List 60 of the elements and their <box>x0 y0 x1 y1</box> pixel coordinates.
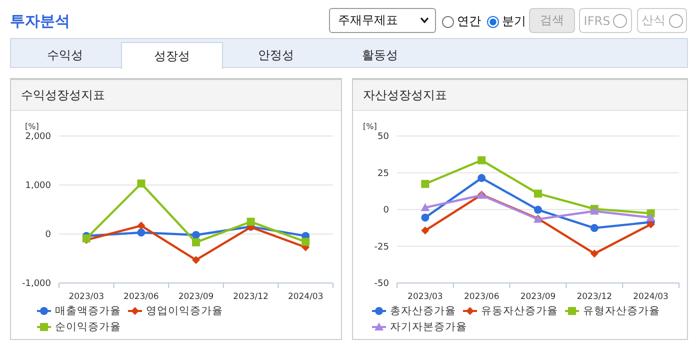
legend-label: 순이익증가율 <box>55 320 121 334</box>
point <box>137 228 146 237</box>
legend-label: 자기자본증가율 <box>390 320 467 334</box>
point <box>192 238 200 246</box>
chart-title: 자산성장성지표 <box>353 80 687 111</box>
point <box>420 203 430 212</box>
point <box>192 230 200 239</box>
text: 성장성 <box>121 42 223 69</box>
point <box>478 174 486 182</box>
point <box>192 256 200 264</box>
y-tick-label: 1,000 <box>25 181 52 191</box>
point <box>421 180 430 188</box>
point <box>478 156 486 164</box>
point <box>590 224 598 232</box>
x-tick-label: 2023/09 <box>178 292 214 302</box>
text: IFRS <box>579 8 632 33</box>
x-tick-label: 2023/12 <box>233 292 268 302</box>
legend-label: 총자산증가율 <box>390 304 456 318</box>
x-tick-label: 2024/03 <box>633 292 668 302</box>
x-tick-label: 2023/12 <box>576 292 612 302</box>
point <box>137 222 146 230</box>
y-axis-title: [%] <box>363 122 377 131</box>
point <box>590 250 598 258</box>
text: 검색 <box>529 8 575 33</box>
y-tick-label: 50 <box>378 132 390 142</box>
point <box>646 213 656 222</box>
point <box>302 238 310 246</box>
x-tick-label: 2023/03 <box>68 292 104 302</box>
text: 활동성 <box>361 46 399 64</box>
y-tick-label: -50 <box>374 279 390 289</box>
point <box>421 214 430 222</box>
text: 분기 <box>502 14 526 28</box>
point <box>137 180 146 188</box>
chart-title: 수익성장성지표 <box>11 80 341 111</box>
point <box>534 190 542 198</box>
x-tick-label: 2023/09 <box>520 292 556 302</box>
point <box>534 206 542 214</box>
y-axis-title: [%] <box>25 122 39 131</box>
y-tick-label: -25 <box>374 242 389 252</box>
text: 주재무제표 <box>329 8 436 33</box>
x-tick-label: 2023/03 <box>408 292 443 302</box>
x-tick-label: 2024/03 <box>288 292 324 302</box>
legend-label: 유동자산증가율 <box>481 304 558 318</box>
y-tick-label: 0 <box>45 230 52 240</box>
text: 안정성 <box>257 46 295 64</box>
point <box>246 218 255 226</box>
y-tick-label: 25 <box>378 168 389 179</box>
x-tick-label: 2023/06 <box>124 292 159 302</box>
y-tick-label: 0 <box>383 206 390 216</box>
text: 연간 <box>457 14 481 28</box>
y-tick-label: -1,000 <box>22 279 52 289</box>
legend-label: 영업이익증가율 <box>146 304 223 318</box>
legend-label: 매출액증가율 <box>55 304 121 318</box>
text: 수익성 <box>46 46 84 64</box>
text: 투자분석 <box>10 12 70 31</box>
x-tick-label: 2023/06 <box>464 292 500 302</box>
text: 산식 <box>637 8 687 33</box>
point <box>421 226 430 235</box>
y-tick-label: 2,000 <box>25 132 52 142</box>
legend-label: 유형자산증가율 <box>583 304 660 318</box>
